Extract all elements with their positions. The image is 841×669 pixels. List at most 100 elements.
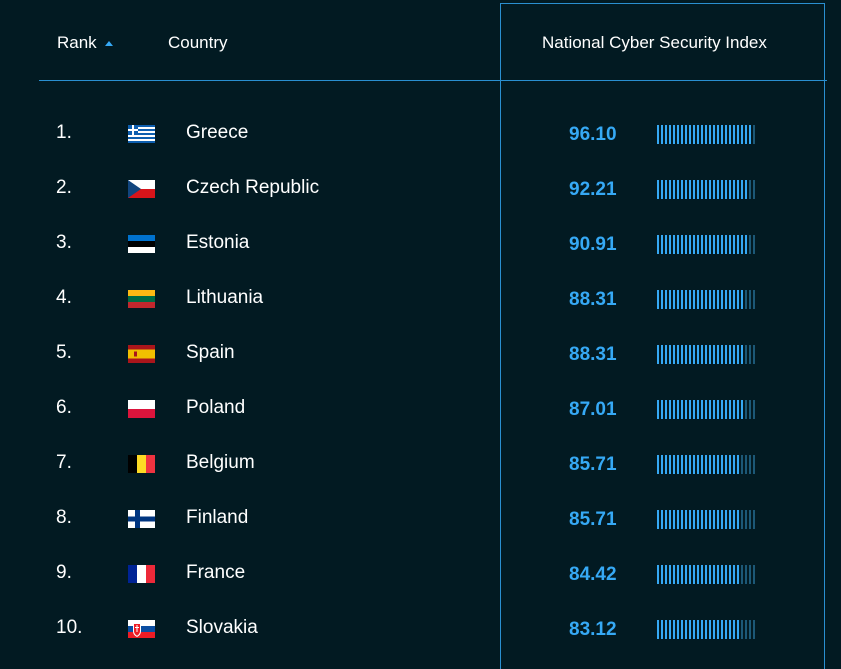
bar-segment-filled [693,290,695,309]
bar-segment-filled [749,125,751,144]
bar-segment-filled [721,180,723,199]
bar-segment-filled [673,400,675,419]
bar-segment-filled [689,620,691,639]
bar-segment-filled [677,455,679,474]
bar-segment-filled [741,345,743,364]
country-name[interactable]: Slovakia [186,617,258,638]
bar-segment-filled [745,235,747,254]
bar-segment-filled [733,290,735,309]
bar-segment-filled [661,400,663,419]
bar-segment-filled [725,455,727,474]
country-name[interactable]: Czech Republic [186,177,320,198]
bar-segment-filled [717,455,719,474]
bar-segment-filled [741,235,743,254]
bar-segment-filled [673,345,675,364]
bar-segment-empty [745,565,747,584]
country-name[interactable]: Greece [186,122,249,143]
bar-segment-filled [709,180,711,199]
bar-segment-filled [725,125,727,144]
bar-segment-filled [705,235,707,254]
bar-segment-empty [749,565,751,584]
bar-segment-filled [701,235,703,254]
bar-segment-filled [681,455,683,474]
bar-segment-empty [749,235,751,254]
table-row[interactable]: 10. Slovakia 83.12 [0,617,841,669]
rank-number: 8. [56,507,72,528]
bar-segment-filled [677,565,679,584]
bar-segment-filled [725,620,727,639]
bar-segment-filled [709,125,711,144]
bar-segment-filled [685,565,687,584]
bar-segment-filled [741,180,743,199]
bar-segment-filled [705,345,707,364]
bar-segment-filled [705,565,707,584]
table-row[interactable]: 8. Finland 85.71 [0,507,841,562]
country-name[interactable]: Lithuania [186,287,264,308]
bar-segment-empty [753,290,755,309]
index-score: 92.21 [569,179,617,200]
bar-segment-filled [677,510,679,529]
bar-segment-filled [721,455,723,474]
bar-segment-filled [689,290,691,309]
bar-segment-filled [665,510,667,529]
bar-segment-empty [749,180,751,199]
table-row[interactable]: 7. Belgium 85.71 [0,452,841,507]
bar-segment-filled [661,565,663,584]
bar-segment-filled [685,290,687,309]
bar-segment-filled [713,125,715,144]
bar-segment-filled [697,180,699,199]
bar-segment-filled [705,510,707,529]
table-row[interactable]: 4. Lithuania 88.31 [0,287,841,342]
country-name[interactable]: Estonia [186,232,250,253]
bar-segment-filled [685,620,687,639]
bar-segment-filled [697,455,699,474]
table-row[interactable]: 5. Spain 88.31 [0,342,841,397]
spain-flag-icon [128,345,155,363]
country-name[interactable]: Spain [186,342,235,363]
table-row[interactable]: 1. Greece 96.10 [0,122,841,177]
table-header: Rank Country National Cyber Security Ind… [0,0,841,80]
bar-segment-filled [701,345,703,364]
bar-segment-filled [725,345,727,364]
country-column-header[interactable]: Country [168,33,228,53]
country-name[interactable]: Belgium [186,452,255,473]
bar-segment-empty [753,400,755,419]
country-name[interactable]: Poland [186,397,246,418]
bar-segment-filled [733,510,735,529]
bar-segment-empty [745,620,747,639]
table-row[interactable]: 6. Poland 87.01 [0,397,841,452]
bar-segment-filled [677,400,679,419]
index-column-header[interactable]: National Cyber Security Index [542,33,767,53]
country-name[interactable]: Finland [186,507,249,528]
bar-segment-filled [745,125,747,144]
bar-segment-filled [673,510,675,529]
bar-segment-filled [665,455,667,474]
bar-segment-filled [669,180,671,199]
sort-ascending-icon[interactable] [104,41,113,46]
belgium-flag-icon [128,455,155,473]
lithuania-flag-icon [128,290,155,308]
bar-segment-filled [697,620,699,639]
rank-column-header[interactable]: Rank [57,33,113,53]
bar-segment-filled [677,620,679,639]
table-row[interactable]: 2. Czech Republic 92.21 [0,177,841,232]
country-name[interactable]: France [186,562,246,583]
bar-segment-empty [745,510,747,529]
bar-segment-filled [729,455,731,474]
rank-number: 5. [56,342,72,363]
bar-segment-filled [705,400,707,419]
bar-segment-filled [701,565,703,584]
bar-segment-filled [737,620,739,639]
bar-segment-filled [681,235,683,254]
bar-segment-filled [717,290,719,309]
bar-segment-filled [685,235,687,254]
bar-segment-empty [741,565,743,584]
table-row[interactable]: 3. Estonia 90.91 [0,232,841,287]
bar-segment-filled [661,290,663,309]
bar-segment-filled [721,125,723,144]
bar-segment-filled [657,125,659,144]
bar-segment-filled [717,620,719,639]
bar-segment-filled [729,180,731,199]
score-bar [657,565,755,584]
table-row[interactable]: 9. France 84.42 [0,562,841,617]
